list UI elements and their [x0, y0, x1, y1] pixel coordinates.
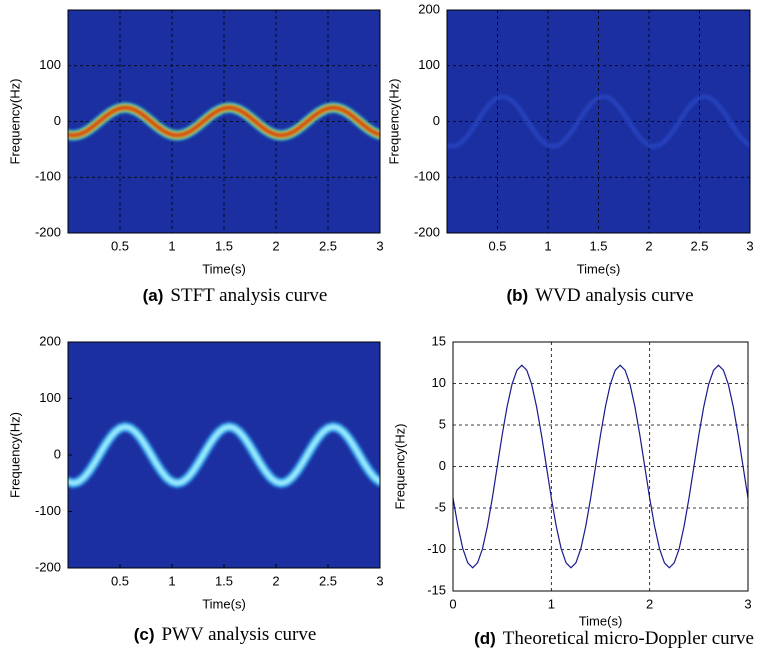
x-tick-label: 1 — [544, 238, 551, 253]
caption: (c) PWV analysis curve — [134, 624, 317, 645]
caption: (a) STFT analysis curve — [143, 285, 328, 306]
y-axis-label: Frequency(Hz) — [7, 79, 22, 165]
y-tick-label: -10 — [427, 541, 446, 556]
y-tick-label: 200 — [39, 333, 61, 348]
x-tick-label: 0.5 — [488, 238, 506, 253]
caption: (d) Theoretical micro-Doppler curve — [474, 628, 754, 649]
caption-label: (b) — [507, 286, 529, 305]
caption-text: WVD analysis curve — [535, 285, 693, 306]
y-tick-label: -15 — [427, 582, 446, 597]
x-tick-label: 1 — [548, 596, 555, 611]
y-axis-label: Frequency(Hz) — [386, 79, 401, 165]
y-tick-label: -100 — [35, 503, 61, 518]
y-axis-label: Frequency(Hz) — [7, 412, 22, 498]
x-tick-label: 3 — [376, 573, 383, 588]
x-tick-label: 1.5 — [215, 573, 233, 588]
panel: 0.5 1 1.5 2 2.5 3 -200 -100 0 100 200 Time(s) Freque… — [386, 1, 753, 306]
x-tick-label: 3 — [376, 238, 383, 253]
x-tick-label: 2 — [272, 573, 279, 588]
x-tick-label: 1 — [168, 238, 175, 253]
y-tick-label: 100 — [418, 57, 440, 72]
y-tick-label: 0 — [433, 113, 440, 128]
x-tick-label: 0 — [449, 596, 456, 611]
panel: 0.5 1 1.5 2 2.5 3 -200 -100 0 100 Time(s) Frequency… — [7, 9, 384, 306]
x-axis-label: Time(s) — [577, 261, 621, 276]
caption-label: (a) — [143, 286, 164, 305]
y-tick-label: 100 — [39, 57, 61, 72]
y-tick-label: 10 — [432, 375, 446, 390]
x-tick-label: 0.5 — [111, 573, 129, 588]
y-tick-label: -5 — [434, 499, 446, 514]
panel: 0 1 2 3 -15 -10 -5 0 5 10 15 Time(s) Frequency(Hz) (d… — [392, 333, 753, 649]
x-tick-label: 1.5 — [215, 238, 233, 253]
y-tick-label: 0 — [54, 446, 61, 461]
y-tick-label: 0 — [439, 458, 446, 473]
caption-label: (d) — [474, 629, 496, 648]
ridge — [68, 105, 380, 138]
y-tick-label: -200 — [35, 559, 61, 574]
panel: 0.5 1 1.5 2 2.5 3 -200 -100 0 100 200 Time(s) Freque… — [7, 333, 383, 645]
x-axis-label: Time(s) — [202, 596, 246, 611]
plot-frame — [452, 341, 749, 592]
line — [452, 364, 749, 569]
y-axis-label: Frequency(Hz) — [392, 424, 407, 510]
ridge — [447, 94, 750, 149]
plot-frame — [446, 9, 751, 234]
caption-label: (c) — [134, 625, 155, 644]
y-tick-label: 15 — [432, 333, 446, 348]
y-tick-label: -100 — [35, 169, 61, 184]
ridge — [68, 425, 380, 485]
plot-frame — [67, 9, 381, 234]
y-tick-label: -100 — [414, 169, 440, 184]
x-tick-label: 2.5 — [319, 238, 337, 253]
y-tick-label: -200 — [35, 224, 61, 239]
y-tick-label: 5 — [439, 416, 446, 431]
plot-frame — [67, 341, 381, 569]
caption: (b) WVD analysis curve — [507, 285, 694, 306]
x-tick-label: 2 — [272, 238, 279, 253]
x-tick-label: 2 — [646, 596, 653, 611]
x-axis-label: Time(s) — [579, 613, 623, 628]
plot-background — [68, 342, 380, 568]
y-tick-label: 0 — [54, 113, 61, 128]
x-tick-label: 2 — [645, 238, 652, 253]
x-tick-label: 2.5 — [690, 238, 708, 253]
x-tick-label: 1 — [168, 573, 175, 588]
y-tick-label: 200 — [418, 1, 440, 16]
y-tick-label: -200 — [414, 224, 440, 239]
x-tick-label: 3 — [746, 238, 753, 253]
x-axis-label: Time(s) — [202, 261, 246, 276]
caption-text: Theoretical micro-Doppler curve — [503, 628, 754, 649]
x-tick-label: 1.5 — [589, 238, 607, 253]
y-tick-label: 100 — [39, 390, 61, 405]
x-tick-label: 3 — [744, 596, 751, 611]
caption-text: PWV analysis curve — [161, 624, 316, 645]
caption-text: STFT analysis curve — [170, 285, 327, 306]
x-tick-label: 0.5 — [111, 238, 129, 253]
x-tick-label: 2.5 — [319, 573, 337, 588]
